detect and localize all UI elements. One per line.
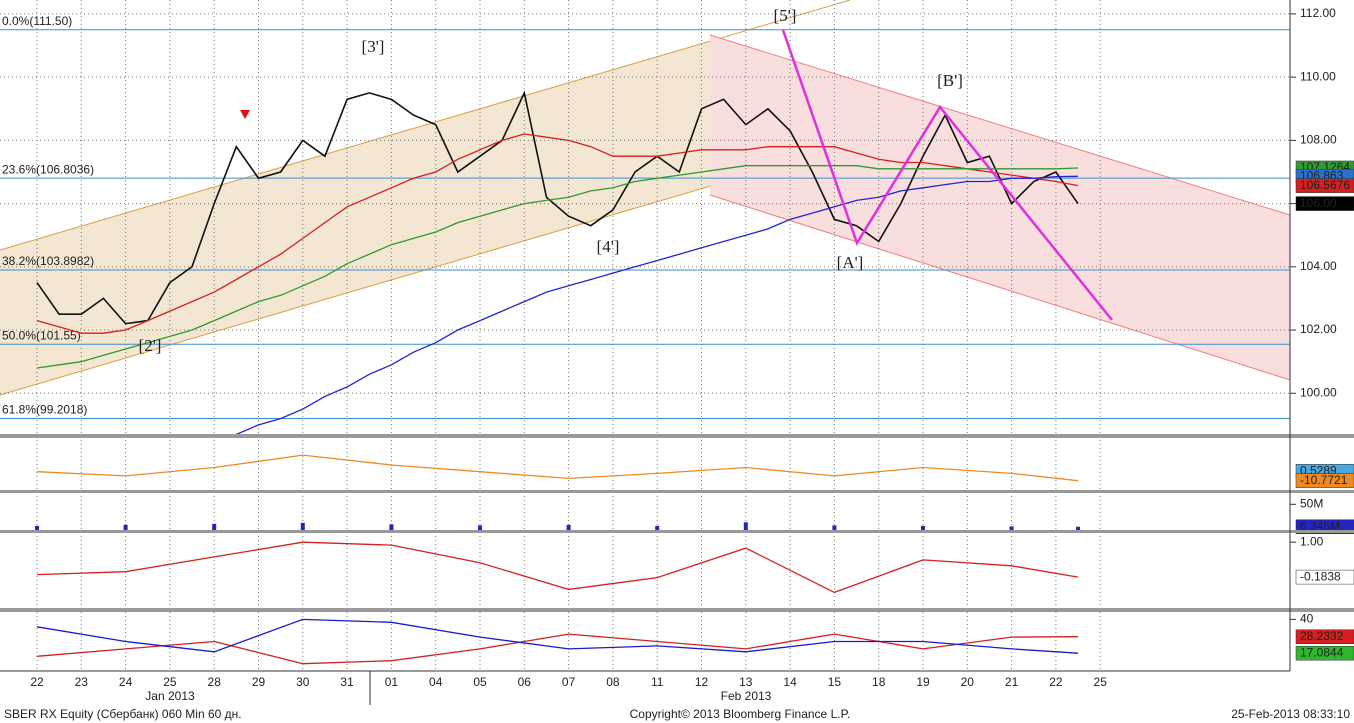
y-tick-label: 50M — [1300, 496, 1323, 510]
x-tick-label: 29 — [252, 675, 266, 689]
volume-bar — [921, 525, 925, 530]
x-tick-label: 22 — [30, 675, 44, 689]
signal-marker — [240, 110, 250, 119]
series-line — [236, 175, 1079, 435]
x-tick-label: 15 — [828, 675, 842, 689]
down-channel — [710, 35, 1290, 380]
y-tick-label: 100.00 — [1300, 385, 1337, 399]
volume-bar — [655, 525, 660, 530]
footer-right: 25-Feb-2013 08:33:10 — [1231, 707, 1350, 721]
value-box-label: 6.345M — [1300, 519, 1340, 533]
panel-separator — [0, 490, 1354, 493]
volume-bar — [212, 523, 217, 530]
wave-label: [3'] — [362, 37, 385, 56]
volume-bar — [832, 525, 837, 530]
y-tick-label: 110.00 — [1300, 69, 1336, 83]
x-tick-label: 21 — [1005, 675, 1019, 689]
value-box-label: -0.1838 — [1300, 569, 1341, 583]
y-tick-label: 40 — [1300, 612, 1314, 626]
x-tick-label: 22 — [1049, 675, 1063, 689]
x-tick-label: 12 — [695, 675, 709, 689]
value-box-label: 106.00 — [1300, 196, 1337, 210]
value-box — [1295, 178, 1354, 193]
value-box — [1295, 569, 1354, 585]
channel-line — [709, 194, 1291, 381]
value-box — [1295, 196, 1354, 211]
value-box — [1295, 473, 1354, 488]
x-tick-label: 11 — [651, 675, 664, 689]
wave-label: [2'] — [139, 336, 162, 355]
volume-bar — [35, 525, 39, 530]
fib-label: 38.2%(103.8982) — [2, 254, 94, 268]
wave-line — [781, 29, 1113, 321]
x-tick-label: 18 — [872, 675, 886, 689]
x-tick-label: 13 — [739, 675, 753, 689]
x-tick-label: 25 — [163, 675, 177, 689]
series-line — [36, 165, 1079, 369]
series-line — [36, 633, 1079, 665]
value-box-label: -10.7721 — [1300, 473, 1348, 487]
volume-bar — [1076, 526, 1081, 530]
x-tick-label: 14 — [783, 675, 797, 689]
footer-center: Copyright© 2013 Bloomberg Finance L.P. — [630, 707, 851, 721]
fib-label: 50.0%(101.55) — [2, 328, 81, 342]
volume-bar — [478, 525, 482, 530]
series-line — [36, 541, 1079, 594]
x-tick-label: 31 — [340, 675, 354, 689]
x-tick-label: 25 — [1094, 675, 1108, 689]
series-line — [36, 454, 1079, 482]
x-tick-label: 20 — [961, 675, 975, 689]
month-label: Jan 2013 — [145, 689, 195, 703]
x-tick-label: 19 — [916, 675, 930, 689]
x-tick-label: 01 — [385, 675, 399, 689]
panel-separator — [0, 608, 1354, 612]
plot-layer: 22 23 24 25 28 29 30 31 01 04 05 06 07 08 11 12 13 14 15 18… — [0, 0, 1354, 689]
y-tick-label: 108.00 — [1300, 133, 1337, 147]
volume-bar — [389, 524, 394, 530]
series-line — [36, 133, 1079, 334]
x-tick-label: 30 — [296, 675, 310, 689]
volume-bar — [123, 524, 128, 530]
series-line — [36, 90, 1079, 325]
x-tick-label: 08 — [606, 675, 620, 689]
volume-bar — [743, 522, 748, 530]
volume-bar — [566, 524, 571, 530]
value-box-label: 28.2332 — [1300, 629, 1344, 643]
channel-line — [709, 34, 1291, 216]
footer-left: SBER RX Equity (Сбербанк) 060 Min 60 дн. — [4, 707, 242, 721]
x-tick-label: 07 — [562, 675, 576, 689]
wave-label: [B'] — [937, 71, 963, 90]
x-tick-label: 24 — [119, 675, 133, 689]
value-box — [1295, 629, 1354, 644]
wave-label: [A'] — [837, 253, 864, 272]
panel-separator — [0, 530, 1354, 533]
y-tick-label: 112.00 — [1300, 6, 1336, 20]
value-box — [1295, 645, 1354, 661]
y-tick-label: 1.00 — [1300, 534, 1324, 548]
channel-line — [0, 0, 851, 251]
y-tick-label: 102.00 — [1300, 322, 1337, 336]
volume-bar — [1009, 526, 1014, 530]
x-tick-label: 05 — [473, 675, 487, 689]
fib-label: 61.8%(99.2018) — [2, 403, 87, 417]
fib-label: 23.6%(106.8036) — [2, 162, 94, 176]
x-tick-label: 06 — [518, 675, 532, 689]
x-tick-label: 28 — [208, 675, 222, 689]
x-tick-label: 04 — [429, 675, 443, 689]
y-tick-label: 104.00 — [1300, 259, 1337, 273]
volume-bar — [300, 522, 305, 530]
panel-separator — [0, 434, 1354, 438]
value-box-label: 106.5676 — [1300, 178, 1350, 192]
x-tick-label: 23 — [75, 675, 89, 689]
series-line — [36, 618, 1079, 654]
wave-label: [5'] — [774, 6, 797, 25]
wave-label: [4'] — [597, 237, 620, 256]
fib-label: 0.0%(111.50) — [2, 14, 72, 28]
value-box-label: 17.0844 — [1300, 645, 1344, 659]
month-label: Feb 2013 — [721, 689, 772, 703]
